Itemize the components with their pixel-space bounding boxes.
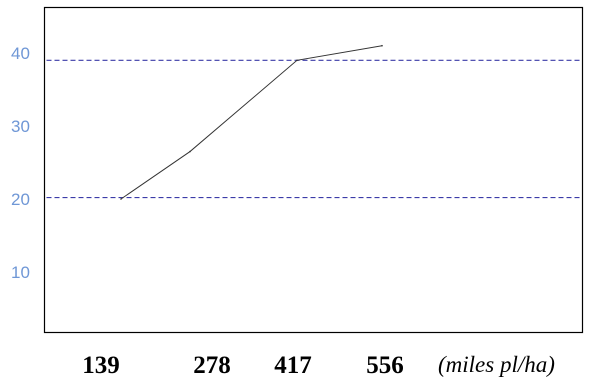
data-point-1 <box>189 150 191 153</box>
x-axis-ticks: 139 278 417 556 <box>82 352 404 379</box>
data-point-2 <box>296 59 298 62</box>
x-tick-label-1: 278 <box>193 352 231 378</box>
series-layer <box>120 44 383 200</box>
y-axis-ticks: 10 20 30 40 <box>11 44 30 282</box>
plot-frame <box>43 6 584 334</box>
y-tick-label-1: 20 <box>11 190 30 209</box>
data-point-0 <box>120 198 122 200</box>
x-tick-label-2: 417 <box>274 352 312 378</box>
data-point-3 <box>381 44 383 47</box>
y-tick-label-2: 30 <box>11 117 30 136</box>
x-axis-unit-label: (miles pl/ha) <box>438 352 555 377</box>
x-tick-label-0: 139 <box>82 352 120 378</box>
y-tick-label-0: 10 <box>11 263 30 282</box>
y-tick-label-3: 40 <box>11 44 30 63</box>
series-line <box>120 45 383 200</box>
x-tick-label-3: 556 <box>366 352 404 378</box>
reference-lines <box>46 59 581 199</box>
